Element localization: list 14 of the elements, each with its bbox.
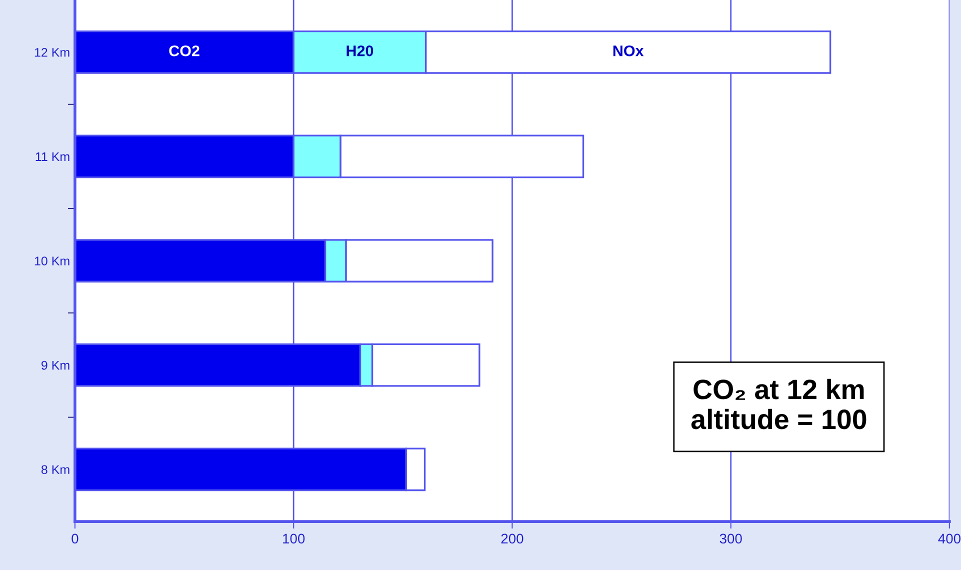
x-tick-label: 100 — [283, 534, 305, 544]
y-tick-label: 8 Km — [41, 465, 70, 474]
y-tick-label: 10 Km — [34, 256, 70, 266]
series-label: NOx — [613, 45, 644, 56]
series-label: CO2 — [169, 45, 200, 56]
y-tick-label: 9 Km — [42, 360, 70, 370]
x-tick-label: 0 — [72, 534, 78, 544]
series-label: H20 — [346, 45, 374, 56]
y-tick-label: 11 Km — [36, 152, 70, 161]
x-tick-label: 400 — [938, 534, 961, 544]
x-tick-label: 300 — [720, 534, 742, 544]
annotation: CO₂ at 12 km altitude = 100 — [691, 378, 866, 430]
x-tick-label: 200 — [501, 534, 524, 544]
y-tick-label: 12 Km — [34, 48, 70, 57]
